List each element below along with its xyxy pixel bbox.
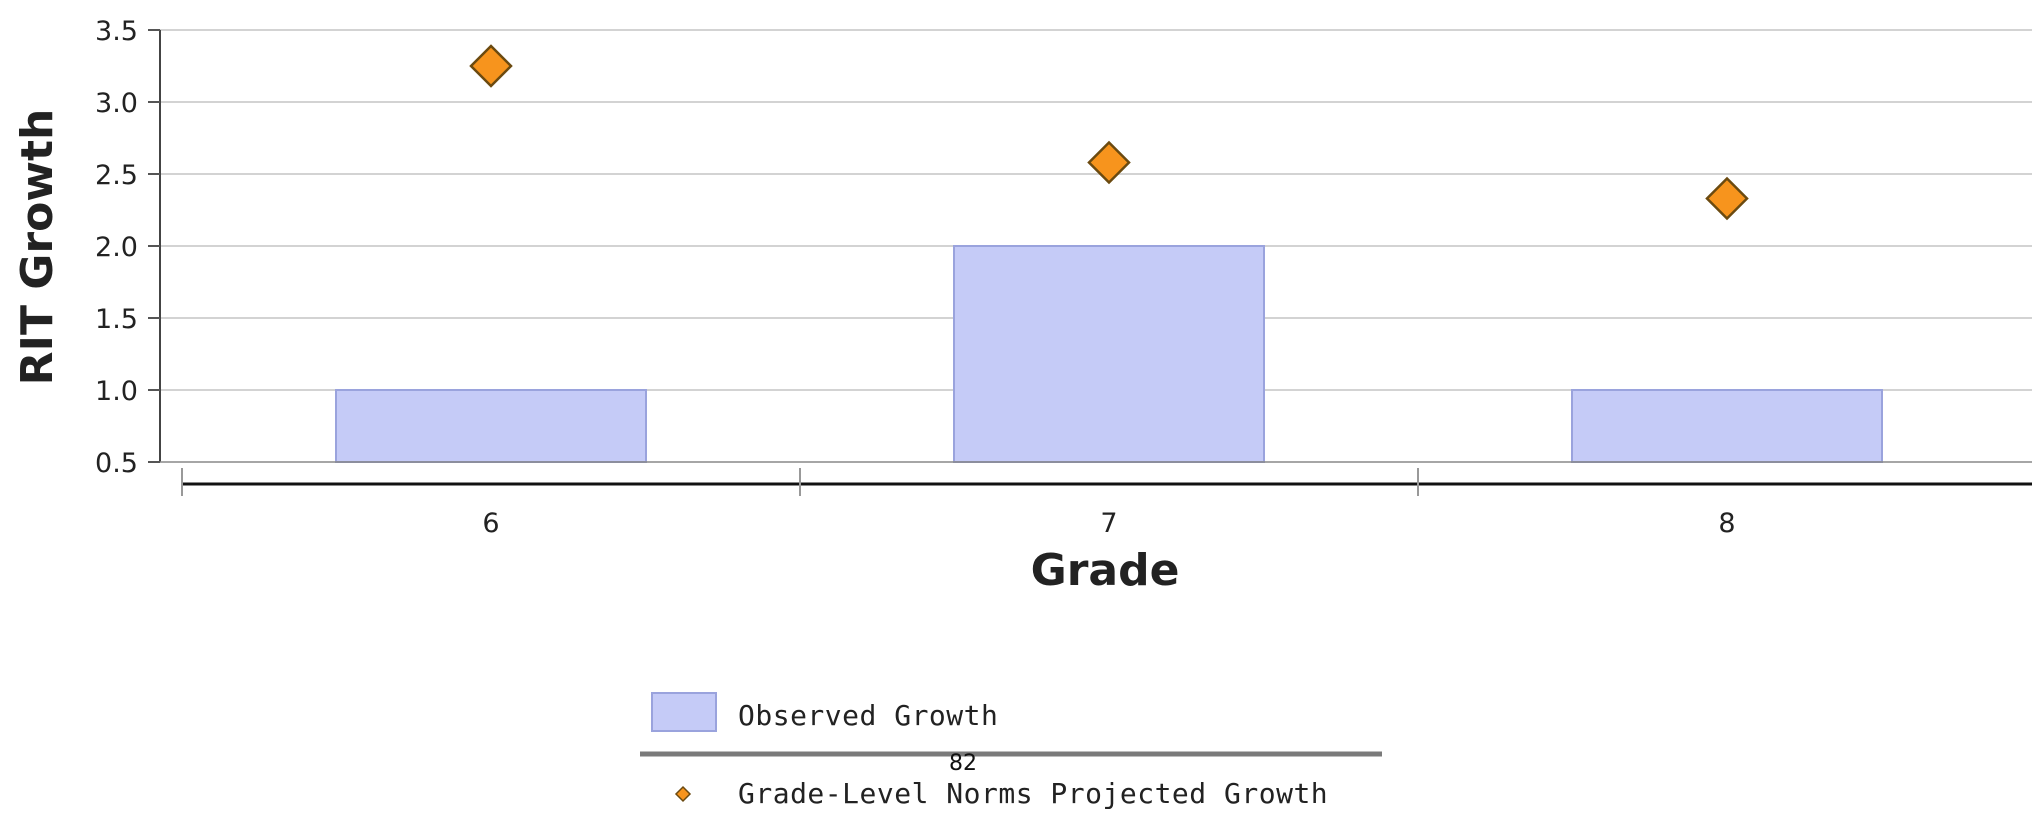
y-tick-label: 1.0 [95,376,138,407]
y-tick-labels: 0.5 1.0 1.5 2.0 2.5 3.0 3.5 [95,16,160,479]
bars [335,245,1883,463]
marker-projected-growth [1705,176,1749,221]
legend-swatch-observed-growth [651,692,717,732]
y-tick-label: 2.5 [95,160,138,191]
legend-label-projected-growth: Grade-Level Norms Projected Growth [738,777,1328,810]
marker-projected-growth [469,44,513,88]
bar-observed-growth [1571,389,1883,463]
y-tick-label: 2.0 [95,232,138,263]
x-axis-title: Grade [1031,545,1180,596]
x-tick-label: 6 [482,508,499,539]
markers [469,44,1749,221]
x-tick-label: 7 [1100,508,1117,539]
y-tick-label: 3.5 [95,16,138,47]
bar-observed-growth [335,389,647,463]
x-tick-label: 8 [1718,508,1735,539]
y-tick-label: 1.5 [95,304,138,335]
legend-marker-projected-growth [674,785,692,803]
legend: Observed Growth Grade-Level Norms Projec… [640,692,1382,810]
y-tick-label: 3.0 [95,88,138,119]
y-axis-title: RIT Growth [12,109,63,386]
y-tick-label: 0.5 [95,448,138,479]
x-tick-labels: 6 7 8 [482,508,1735,539]
bar-observed-growth [953,245,1265,463]
legend-label-observed-growth: Observed Growth [738,699,998,732]
marker-projected-growth [1087,140,1131,185]
page-number: 82 [949,751,977,776]
